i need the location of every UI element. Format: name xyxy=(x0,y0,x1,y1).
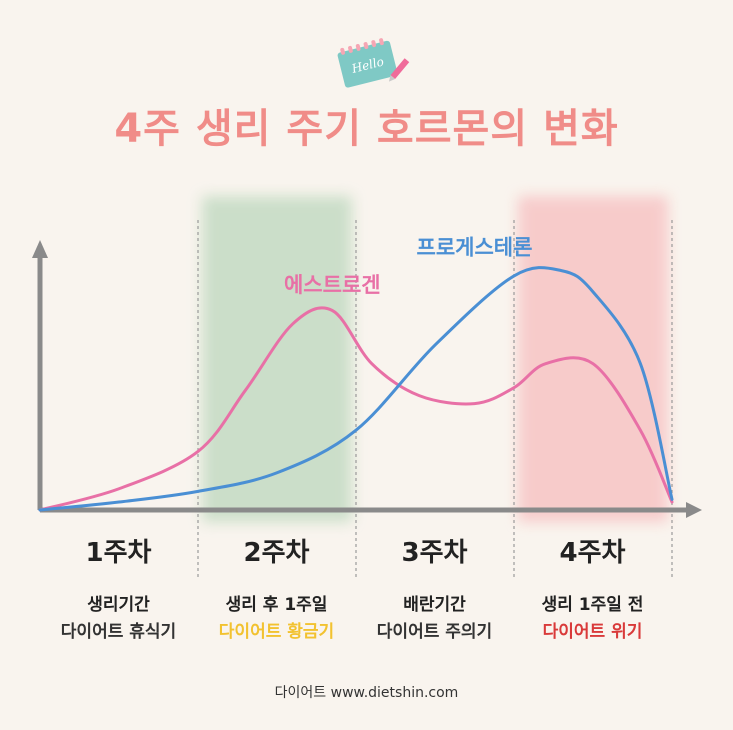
estrogen-line xyxy=(38,306,674,512)
notepad-icon: Hello xyxy=(337,38,410,88)
week-4-diet-phase: 다이어트 위기 xyxy=(542,622,643,642)
footer-credit: 다이어트 www.dietshin.com xyxy=(274,685,459,701)
week-2-diet-phase: 다이어트 황금기 xyxy=(218,622,335,642)
page-title: 4주 생리 주기 호르몬의 변화 xyxy=(114,106,619,152)
week-1-diet-phase: 다이어트 휴식기 xyxy=(60,622,177,642)
week-2-description: 생리 후 1주일 xyxy=(225,595,328,615)
week-3-description: 배란기간 xyxy=(403,595,466,615)
week-label-2: 2주차 xyxy=(243,538,310,568)
week-label-4: 4주차 xyxy=(559,538,626,568)
week-label-3: 3주차 xyxy=(401,538,468,568)
week-3-diet-phase: 다이어트 주의기 xyxy=(376,622,493,642)
estrogen-label: 에스트로겐 xyxy=(284,273,381,297)
progesterone-line xyxy=(38,266,674,512)
highlight-band-week-4 xyxy=(518,196,668,522)
progesterone-label: 프로게스테론 xyxy=(417,236,533,260)
highlight-band-week-2 xyxy=(202,196,352,522)
y-axis-arrow xyxy=(32,240,48,258)
week-label-1: 1주차 xyxy=(85,538,152,568)
week-1-description: 생리기간 xyxy=(87,595,150,615)
x-axis-arrow xyxy=(686,502,702,518)
week-4-description: 생리 1주일 전 xyxy=(541,595,644,615)
